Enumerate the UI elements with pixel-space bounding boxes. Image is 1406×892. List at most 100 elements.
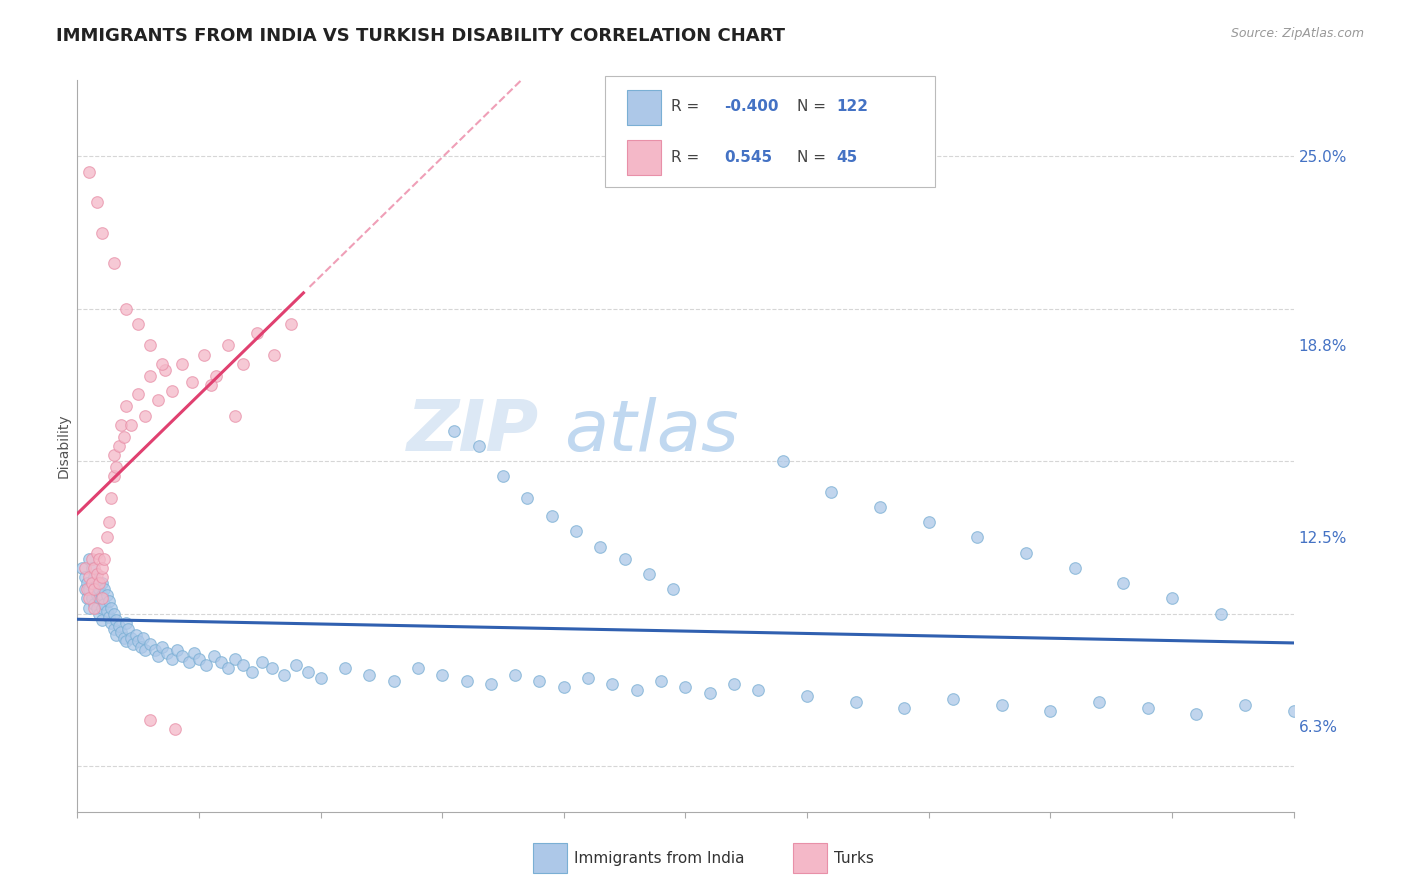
- Text: atlas: atlas: [564, 397, 738, 466]
- Point: [626, 682, 648, 697]
- Point: [103, 448, 125, 462]
- Point: [139, 637, 162, 651]
- Point: [86, 546, 108, 560]
- Point: [160, 652, 183, 666]
- Point: [297, 665, 319, 679]
- Point: [638, 567, 661, 582]
- Point: [73, 561, 96, 575]
- Point: [83, 598, 105, 612]
- Point: [209, 656, 232, 670]
- Point: [1088, 695, 1111, 709]
- Point: [467, 439, 489, 453]
- Text: Immigrants from India: Immigrants from India: [574, 851, 744, 865]
- Point: [89, 576, 111, 591]
- Point: [747, 682, 769, 697]
- Point: [285, 658, 308, 673]
- Point: [117, 622, 139, 636]
- Point: [105, 628, 128, 642]
- Point: [86, 588, 108, 602]
- Point: [89, 582, 111, 597]
- Point: [195, 658, 218, 673]
- Point: [93, 551, 115, 566]
- Point: [125, 628, 148, 642]
- Point: [90, 570, 112, 584]
- Point: [1112, 576, 1135, 591]
- Text: 0.545: 0.545: [724, 150, 772, 165]
- Point: [143, 643, 166, 657]
- Text: -0.400: -0.400: [724, 100, 779, 114]
- Point: [79, 600, 101, 615]
- Point: [107, 439, 129, 453]
- Point: [242, 665, 264, 679]
- Point: [406, 661, 429, 675]
- Point: [613, 551, 636, 566]
- Point: [96, 530, 118, 544]
- Point: [103, 607, 125, 621]
- Point: [796, 689, 818, 703]
- Point: [273, 667, 295, 681]
- Point: [134, 409, 156, 423]
- Point: [232, 357, 254, 371]
- Point: [166, 643, 188, 657]
- Text: N =: N =: [797, 150, 831, 165]
- Point: [139, 338, 162, 352]
- Point: [662, 582, 685, 597]
- Point: [1233, 698, 1256, 712]
- Point: [966, 530, 988, 544]
- Point: [80, 551, 103, 566]
- Point: [89, 607, 111, 621]
- Text: N =: N =: [797, 100, 831, 114]
- Text: Source: ZipAtlas.com: Source: ZipAtlas.com: [1230, 27, 1364, 40]
- Point: [83, 561, 105, 575]
- Point: [990, 698, 1012, 712]
- Point: [845, 695, 868, 709]
- Point: [224, 652, 246, 666]
- Point: [110, 624, 132, 639]
- Point: [893, 701, 915, 715]
- Point: [90, 600, 112, 615]
- Text: R =: R =: [671, 100, 704, 114]
- Point: [79, 582, 101, 597]
- Point: [492, 469, 515, 483]
- Point: [723, 676, 745, 690]
- Point: [129, 640, 152, 655]
- Point: [205, 368, 228, 383]
- Point: [112, 430, 135, 444]
- Point: [942, 692, 965, 706]
- Point: [170, 649, 193, 664]
- Text: IMMIGRANTS FROM INDIA VS TURKISH DISABILITY CORRELATION CHART: IMMIGRANTS FROM INDIA VS TURKISH DISABIL…: [56, 27, 785, 45]
- Point: [188, 652, 211, 666]
- Point: [170, 357, 193, 371]
- Point: [820, 484, 842, 499]
- Text: R =: R =: [671, 150, 709, 165]
- Point: [100, 491, 122, 505]
- Point: [602, 676, 624, 690]
- Point: [280, 317, 302, 331]
- Point: [83, 582, 105, 597]
- Point: [96, 603, 118, 617]
- Point: [76, 576, 98, 591]
- Point: [80, 591, 103, 606]
- Point: [516, 491, 538, 505]
- Point: [105, 613, 128, 627]
- Text: 45: 45: [837, 150, 858, 165]
- Point: [202, 649, 225, 664]
- Point: [90, 591, 112, 606]
- Point: [89, 551, 111, 566]
- Point: [1039, 704, 1062, 718]
- Point: [112, 631, 135, 645]
- Point: [430, 667, 453, 681]
- Point: [100, 600, 122, 615]
- Point: [103, 256, 125, 270]
- Point: [100, 615, 122, 630]
- Point: [97, 609, 120, 624]
- Point: [869, 500, 891, 514]
- Point: [79, 591, 101, 606]
- Point: [96, 588, 118, 602]
- Point: [90, 226, 112, 240]
- Text: 122: 122: [837, 100, 869, 114]
- Point: [200, 378, 222, 392]
- Point: [699, 686, 721, 700]
- Point: [115, 634, 138, 648]
- Point: [110, 417, 132, 432]
